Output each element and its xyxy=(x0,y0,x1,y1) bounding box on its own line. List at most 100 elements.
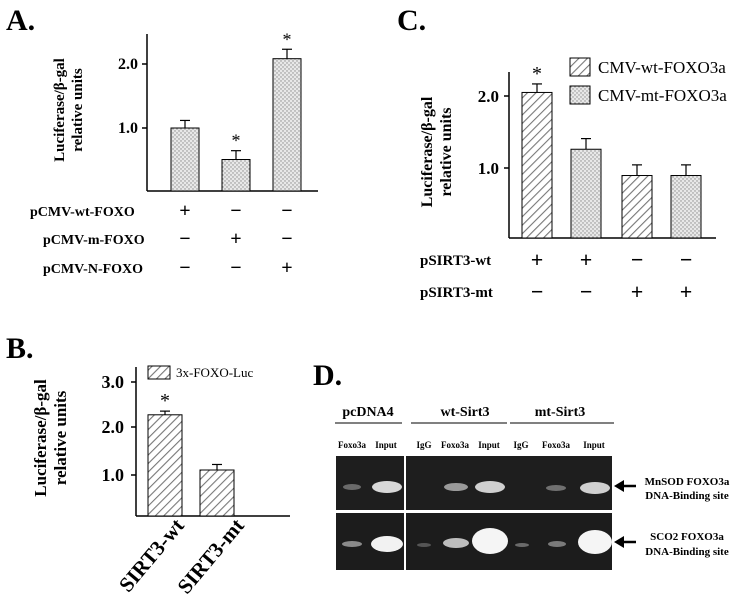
panel-a-ylabel-2: relative units xyxy=(70,68,86,152)
panel-a-bars: ** xyxy=(170,29,302,192)
error-bar xyxy=(180,119,190,128)
gel-band xyxy=(472,528,508,554)
panel-a-sign: + xyxy=(179,200,190,222)
gel-band xyxy=(515,543,529,547)
panel-a-sign: − xyxy=(281,200,292,222)
panel-c-sign: + xyxy=(531,247,544,272)
gel-band xyxy=(343,484,361,490)
panel-c-sign: − xyxy=(680,247,693,272)
panel-d-letter: D. xyxy=(313,359,342,392)
panel-a-row-label: pCMV-wt-FOXO xyxy=(30,205,135,220)
panel-a-sign: − xyxy=(179,228,190,250)
significance-star: * xyxy=(532,63,542,85)
panel-c-ylabel-1: Luciferase/β-gal xyxy=(419,96,436,207)
panel-c-ytick-label: 1.0 xyxy=(478,159,499,178)
panel-a-ytick-label: 2.0 xyxy=(118,56,138,73)
gel-band xyxy=(372,481,402,493)
gel-band xyxy=(342,541,362,547)
panel-b: B. Luciferase/β-gal relative units 1.0 2… xyxy=(6,332,290,598)
error-bar xyxy=(212,463,222,470)
bar-b-2 xyxy=(199,469,235,517)
panel-d-lane-label: Foxo3a xyxy=(441,440,469,450)
bar-b-1 xyxy=(147,414,183,517)
bar-a-3 xyxy=(272,58,302,192)
bar-c-1 xyxy=(521,91,553,239)
bar-c-2 xyxy=(570,148,602,239)
panel-d-lane-label: Foxo3a xyxy=(542,440,570,450)
error-bar xyxy=(231,150,241,160)
panel-b-letter: B. xyxy=(6,332,34,365)
error-bar xyxy=(532,83,542,93)
panel-d-gel xyxy=(336,456,612,570)
panel-a-sign: − xyxy=(230,200,241,222)
panel-c-sign: + xyxy=(580,247,593,272)
significance-star: * xyxy=(283,29,292,49)
error-bar xyxy=(160,410,170,415)
panel-d-lane-label: Foxo3a xyxy=(338,440,366,450)
panel-a-row-label: pCMV-m-FOXO xyxy=(43,233,145,248)
gel-band xyxy=(371,536,403,552)
bar-c-4 xyxy=(670,175,702,239)
bar-c-3 xyxy=(621,175,653,239)
panel-b-legend-label: 3x-FOXO-Luc xyxy=(176,365,253,380)
panel-b-ytick-label: 3.0 xyxy=(102,372,125,392)
panel-c-sign: − xyxy=(531,279,544,304)
panel-d-group-label: mt-Sirt3 xyxy=(535,405,586,420)
gel-band xyxy=(417,543,431,547)
panel-c-legend-label-mt: CMV-mt-FOXO3a xyxy=(598,86,727,105)
panel-a-sign: − xyxy=(230,257,241,279)
panel-a-ytick-label: 1.0 xyxy=(118,120,138,137)
panel-b-ylabel-2: relative units xyxy=(51,390,70,485)
panel-a-sign: + xyxy=(281,257,292,279)
gel-band xyxy=(443,538,469,548)
panel-d-lane-label: Input xyxy=(583,440,605,450)
panel-c-bars: * xyxy=(521,63,702,239)
panel-c-row-label: pSIRT3-mt xyxy=(420,285,493,301)
panel-b-legend-swatch xyxy=(147,365,171,380)
panel-d-lane-label: IgG xyxy=(416,440,431,450)
panel-c-legend-label-wt: CMV-wt-FOXO3a xyxy=(598,58,726,77)
panel-d-group-label: pcDNA4 xyxy=(342,405,393,420)
panel-c: C. Luciferase/β-gal relative units 1.0 2… xyxy=(397,4,727,304)
panel-d-lane-label: Input xyxy=(375,440,397,450)
error-bar xyxy=(581,138,591,150)
gel-band xyxy=(546,485,566,491)
panel-c-sign: − xyxy=(580,279,593,304)
panel-d-group-label: wt-Sirt3 xyxy=(441,405,490,420)
panel-d-lane-label: IgG xyxy=(513,440,528,450)
panel-c-letter: C. xyxy=(397,4,426,37)
panel-d-band-label: DNA-Binding site xyxy=(645,546,729,558)
panel-d-band-label: SCO2 FOXO3a xyxy=(650,531,724,543)
arrow-icon xyxy=(614,536,636,548)
gel-band xyxy=(580,482,610,494)
panel-c-sign: + xyxy=(631,279,644,304)
panel-c-legend-swatch-wt xyxy=(569,57,591,77)
panel-c-sign: + xyxy=(680,279,693,304)
arrow-icon xyxy=(614,480,636,492)
gel-band xyxy=(475,481,505,493)
significance-star: * xyxy=(232,131,241,151)
significance-star: * xyxy=(160,390,170,412)
error-bar xyxy=(282,48,292,59)
panel-d-lane-label: Input xyxy=(478,440,500,450)
panel-a-ylabel-1: Luciferase/β-gal xyxy=(52,58,68,162)
gel-band xyxy=(548,541,566,547)
panel-d: D. pcDNA4 wt-Sirt3 mt-Sirt3 Foxo3a Input… xyxy=(313,359,730,570)
panel-c-sign: − xyxy=(631,247,644,272)
panel-b-ytick-label: 1.0 xyxy=(102,465,125,485)
panel-c-legend-swatch-mt xyxy=(569,85,591,105)
panel-a-sign: + xyxy=(230,228,241,250)
panel-b-bars: * xyxy=(147,390,235,517)
panel-a-sign: − xyxy=(179,257,190,279)
error-bar xyxy=(632,164,642,176)
panel-b-ylabel-1: Luciferase/β-gal xyxy=(31,379,50,497)
panel-b-ytick-label: 2.0 xyxy=(102,417,125,437)
panel-a-sign: − xyxy=(281,228,292,250)
panel-a: A. Luciferase/β-gal relative units 1.0 2… xyxy=(6,4,318,279)
gel-band xyxy=(578,530,612,554)
panel-a-letter: A. xyxy=(6,4,35,37)
panel-a-row-label: pCMV-N-FOXO xyxy=(43,262,143,277)
bar-a-1 xyxy=(170,127,200,192)
error-bar xyxy=(681,164,691,176)
